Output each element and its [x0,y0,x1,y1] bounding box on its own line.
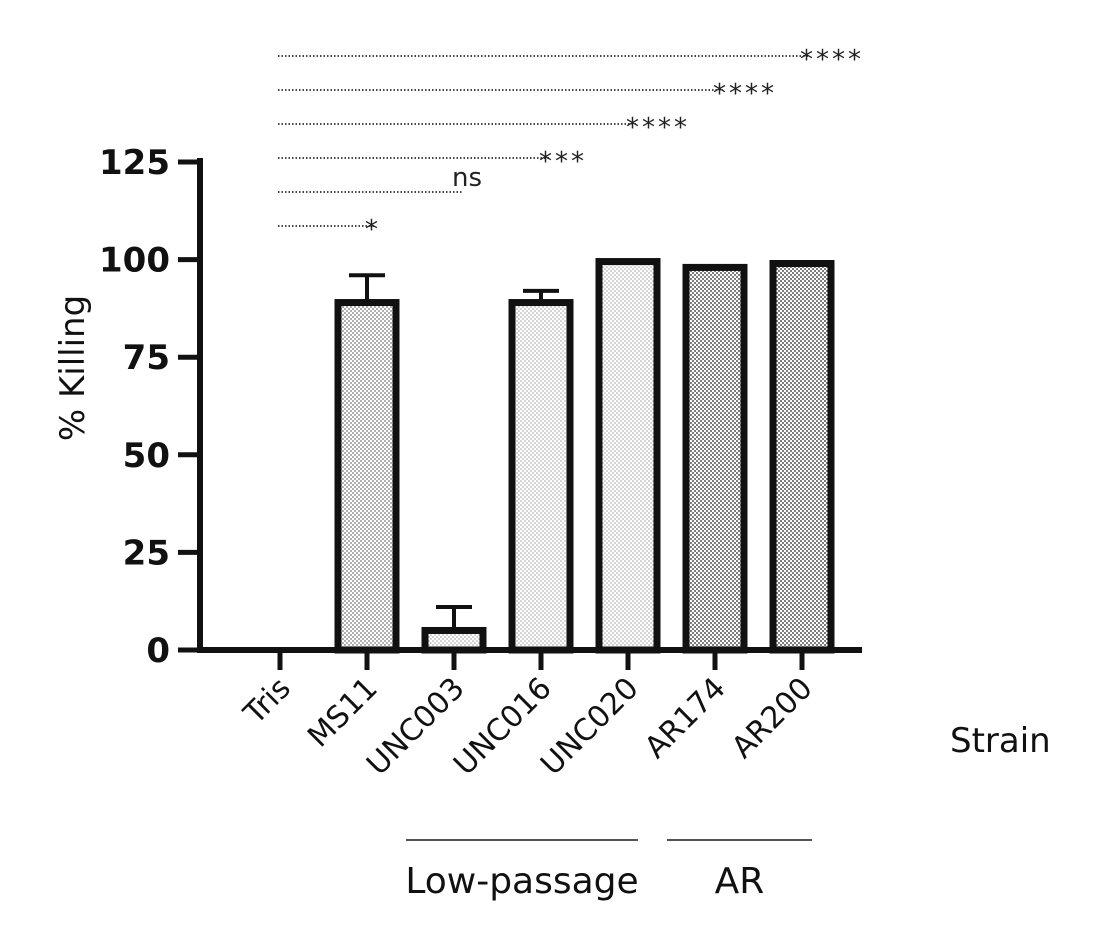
y-tick-label: 125 [99,143,170,183]
x-tick-label-tris: Tris [237,671,298,732]
bar-ms11 [334,299,400,654]
x-tick-label-unc020: UNC020 [534,671,645,782]
x-axis-title: Strain [950,721,1051,761]
group-label: AR [715,861,765,902]
bars [334,258,835,654]
x-tick-label-ar174: AR174 [638,671,732,765]
group-brackets: Low-passage AR [405,839,812,902]
y-axis: 0 25 50 75 100 125 [99,143,203,671]
bar-unc020 [595,258,661,654]
significance-label: *** [539,147,587,177]
significance-label: * [365,215,381,245]
bar-ar174 [682,263,748,654]
bar-unc003 [421,626,487,654]
significance-label: ns [452,163,482,193]
bar-ar200 [769,260,835,654]
y-tick-label: 25 [123,533,170,573]
error-bars [349,273,559,631]
significance-label: **** [713,79,777,109]
y-tick-label: 50 [123,436,170,476]
significance-brackets: *ns*************** [278,45,864,245]
significance-label: **** [800,45,864,75]
y-tick-label: 100 [99,241,170,281]
y-tick-label: 75 [123,338,170,378]
bar-unc016 [508,299,574,654]
y-tick-label: 0 [146,631,170,671]
y-axis-title: % Killing [53,295,93,441]
x-tick-label-ms11: MS11 [301,671,385,755]
x-tick-label-ar200: AR200 [725,671,819,765]
group-label: Low-passage [405,861,638,902]
significance-label: **** [626,113,690,143]
